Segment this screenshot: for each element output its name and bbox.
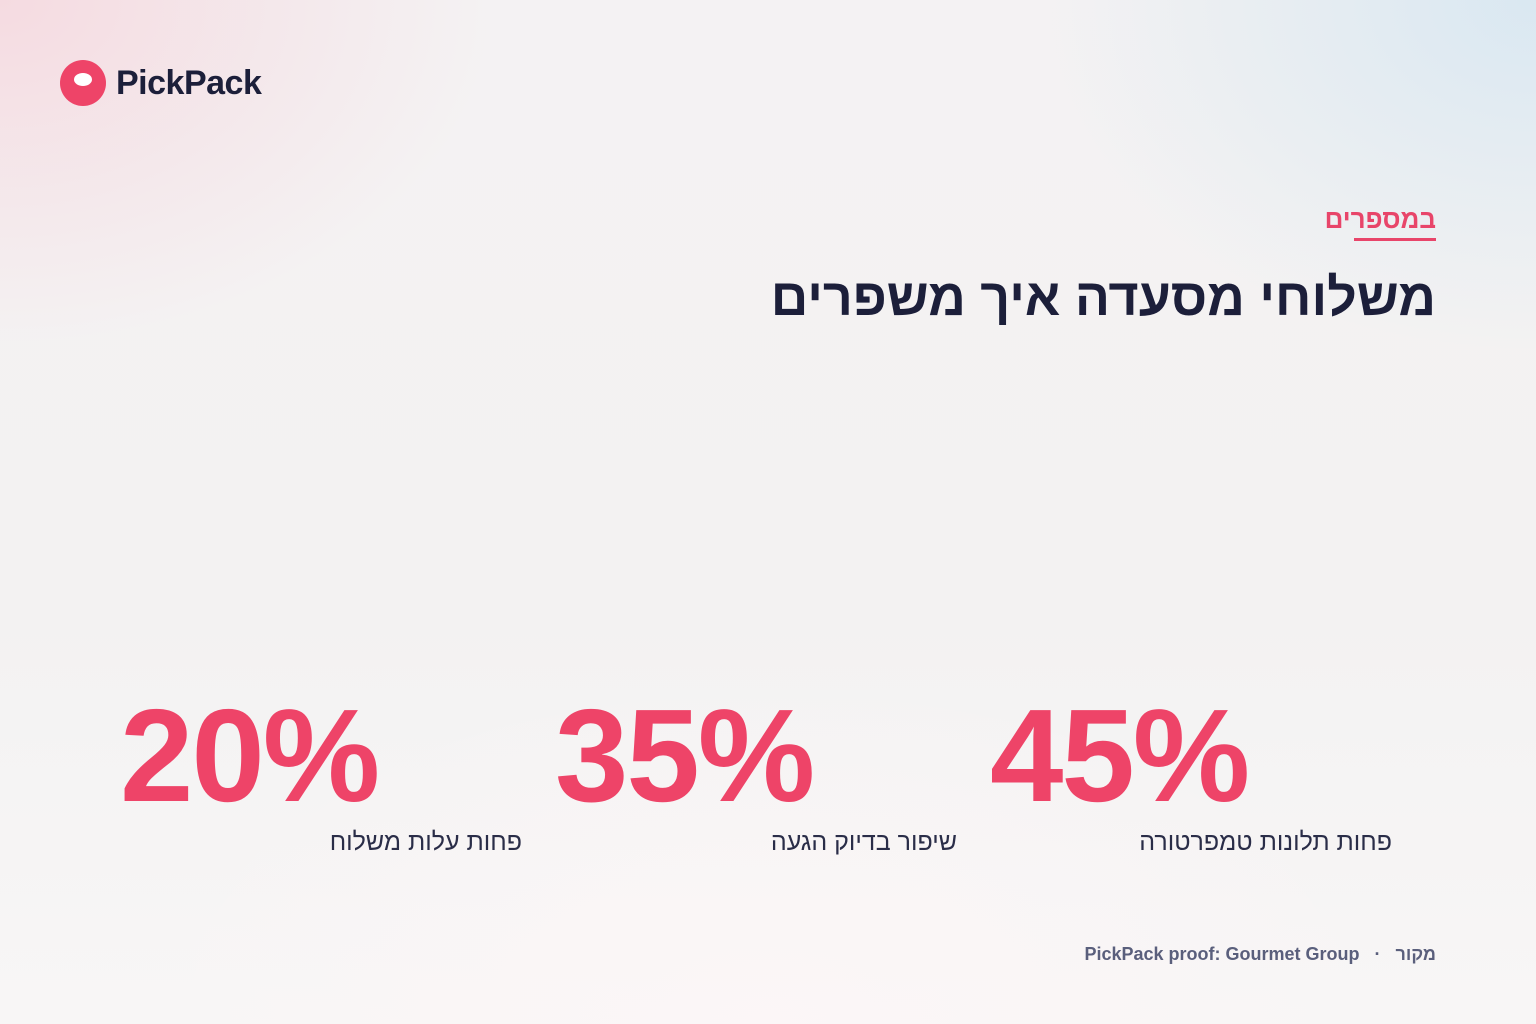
stat-value: 20% [120,682,380,829]
stat-temperature-complaints: 45% פחות תלונות טמפרטורה [980,690,1400,870]
stat-delivery-cost: 20% פחות עלות משלוח [110,690,530,870]
source-label: מקור [1395,944,1436,964]
section-eyebrow: במספרים [1324,204,1436,234]
pickpack-logo-icon [60,60,106,106]
stat-value: 35% [555,682,815,829]
stats-row: 45% פחות תלונות טמפרטורה 35% שיפור בדיוק… [110,690,1410,870]
source-separator: · [1374,944,1381,964]
stat-value: 45% [990,682,1250,829]
source-note: מקור · PickPack proof: Gourmet Group [1084,944,1436,965]
eyebrow-underline [1354,238,1436,241]
stat-label: פחות עלות משלוח [329,828,522,856]
stat-arrival-accuracy: 35% שיפור בדיוק הגעה [545,690,965,870]
source-text: PickPack proof: Gourmet Group [1084,944,1360,964]
brand-name: PickPack [116,63,262,102]
page-title: משלוחי מסעדה איך משפרים [770,269,1436,327]
stat-label: פחות תלונות טמפרטורה [1139,828,1392,856]
stat-label: שיפור בדיוק הגעה [770,828,957,856]
brand-logo: PickPack [60,60,262,106]
